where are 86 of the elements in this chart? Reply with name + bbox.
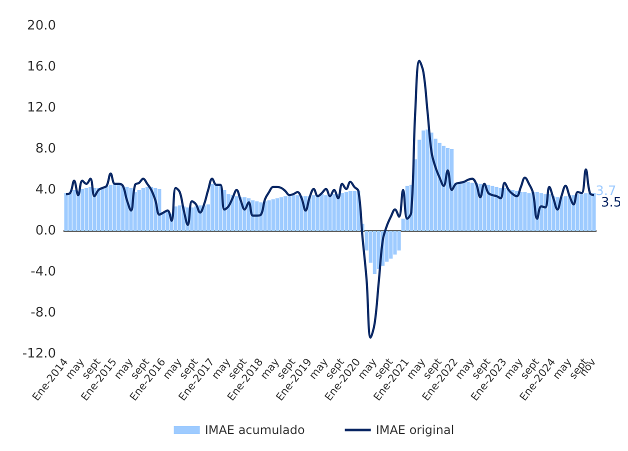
bar xyxy=(72,190,76,231)
bar xyxy=(80,188,84,231)
y-tick-label: 20.0 xyxy=(27,18,56,34)
bar xyxy=(96,188,100,231)
bar xyxy=(68,193,72,231)
bar xyxy=(316,195,320,231)
bar xyxy=(340,193,344,231)
bar xyxy=(267,200,271,231)
bar xyxy=(312,195,316,231)
bar xyxy=(523,192,527,231)
bar xyxy=(166,212,170,231)
bar xyxy=(352,191,356,231)
bar xyxy=(502,188,506,231)
bar xyxy=(348,191,352,231)
bar xyxy=(584,193,588,231)
bar xyxy=(320,194,324,231)
bar xyxy=(178,205,182,231)
bar xyxy=(174,206,178,231)
bar xyxy=(292,195,296,231)
bar xyxy=(385,231,389,262)
bar xyxy=(389,231,393,259)
bar xyxy=(426,130,430,231)
bar xyxy=(548,194,552,231)
bar xyxy=(527,193,531,231)
bar xyxy=(506,188,510,231)
bar xyxy=(393,231,397,255)
bar xyxy=(279,197,284,231)
bar xyxy=(255,201,259,231)
bar xyxy=(515,191,519,231)
bar xyxy=(332,194,336,231)
bar xyxy=(592,193,596,231)
bar xyxy=(328,195,332,231)
bar xyxy=(133,192,137,231)
bar xyxy=(580,194,584,231)
bar xyxy=(588,193,592,231)
bar xyxy=(564,196,568,231)
bar xyxy=(100,186,104,231)
bar xyxy=(470,182,474,231)
bar xyxy=(121,186,125,231)
bar xyxy=(210,184,214,231)
y-tick-label: 4.0 xyxy=(35,182,56,198)
bar xyxy=(372,231,376,274)
bar xyxy=(462,182,466,231)
bar xyxy=(145,186,150,231)
bar xyxy=(438,142,442,231)
bar xyxy=(275,198,279,231)
y-tick-label: 16.0 xyxy=(27,60,56,74)
legend-label: IMAE original xyxy=(376,423,454,437)
bar xyxy=(494,186,498,231)
bar xyxy=(397,231,401,250)
y-tick-label: -4.0 xyxy=(30,264,56,280)
line-series xyxy=(64,60,596,339)
bar xyxy=(442,146,446,231)
y-tick-label: 8.0 xyxy=(35,142,56,156)
bar xyxy=(104,186,108,231)
y-tick-label: 0.0 xyxy=(35,224,56,238)
bar xyxy=(288,196,292,231)
y-tick-label: -8.0 xyxy=(30,306,56,320)
bar xyxy=(108,184,112,231)
bar xyxy=(194,206,198,231)
bar xyxy=(88,186,92,231)
bar xyxy=(84,188,88,231)
bar xyxy=(466,182,470,231)
bar xyxy=(576,194,580,231)
bar xyxy=(296,195,300,231)
bar xyxy=(284,196,288,231)
y-tick-label: 12.0 xyxy=(27,100,56,116)
bar xyxy=(324,195,328,231)
bar xyxy=(117,184,121,231)
bar xyxy=(271,199,275,231)
bar xyxy=(344,192,348,231)
bar xyxy=(64,193,68,231)
bar xyxy=(141,188,145,231)
bar xyxy=(458,182,462,231)
legend-label: IMAE acumulado xyxy=(204,423,305,437)
bar xyxy=(422,130,426,231)
bar xyxy=(519,192,523,231)
bar xyxy=(539,193,543,231)
bar xyxy=(490,186,494,231)
bar xyxy=(137,190,141,231)
bar xyxy=(234,196,238,231)
bar xyxy=(214,184,218,231)
bar xyxy=(510,190,515,231)
bar xyxy=(450,149,454,231)
bar xyxy=(112,184,117,231)
y-tick-label: -12.0 xyxy=(22,346,56,362)
